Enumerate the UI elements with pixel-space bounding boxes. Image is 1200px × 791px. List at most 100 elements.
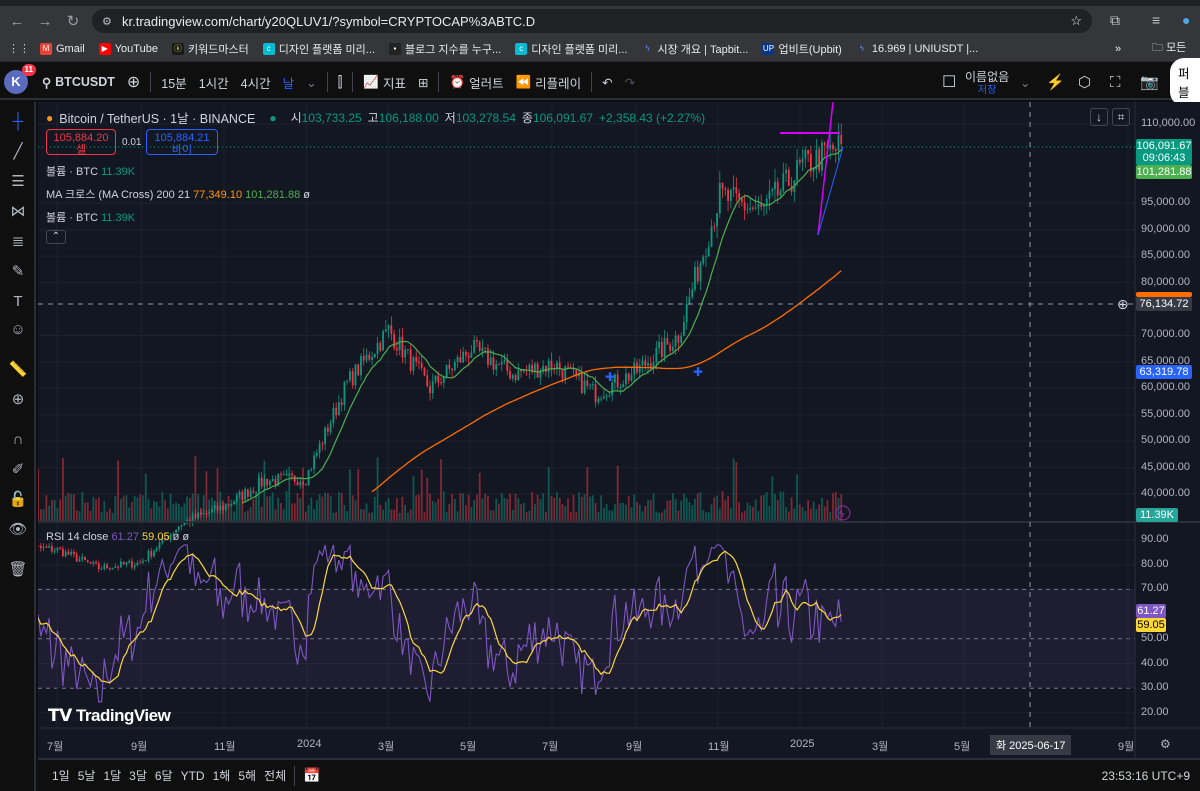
bookmark-blog[interactable]: ▪ 블로그 지수를 누구... <box>388 41 501 57</box>
volume-bar <box>409 509 412 521</box>
range-ytd[interactable]: YTD <box>180 768 205 783</box>
more-bookmarks[interactable]: » <box>1115 42 1122 55</box>
buy-button[interactable]: 105,884.21 바이 <box>146 129 218 156</box>
extensions-icon[interactable]: ⧉ <box>1110 12 1120 28</box>
axis-settings-icon[interactable]: ⚙ <box>1160 737 1171 751</box>
quick-search-icon[interactable]: ⚡ <box>1046 74 1065 91</box>
forward-icon[interactable]: → <box>37 12 53 30</box>
site-info-icon[interactable]: ⚙ <box>102 15 112 28</box>
interval-4h[interactable]: 4시간 <box>240 76 271 91</box>
bookmark-keyword[interactable]: ⓚ 키워드마스터 <box>171 42 249 56</box>
bookmark-design-1[interactable]: c 디자인 플랫폼 미리... <box>262 41 375 57</box>
candle-type-icon[interactable]: ⫿ <box>337 73 343 91</box>
layout-checkbox-icon[interactable]: ☐ <box>942 74 957 91</box>
clock[interactable]: 23:53:16 UTC+9 <box>1101 768 1190 783</box>
settings-icon[interactable]: ⬡ <box>1078 74 1092 91</box>
volume-bar <box>776 499 779 521</box>
time-tick: 7월 <box>542 741 559 753</box>
interval-1d[interactable]: 날 <box>282 76 295 91</box>
redo-icon[interactable]: ↷ <box>624 75 636 90</box>
trash-icon[interactable]: 🗑 <box>8 561 28 578</box>
range-all[interactable]: 전체 <box>264 769 287 783</box>
zoom-in-icon[interactable]: ⊕ <box>11 391 25 408</box>
lock-icon[interactable]: 🔓 <box>8 491 28 508</box>
volume-bar <box>774 493 776 521</box>
go-to-date-icon[interactable]: 📅 <box>303 767 321 783</box>
fib-icon[interactable]: ≣ <box>11 233 25 250</box>
replay-button[interactable]: ⏪ 리플레이 <box>515 74 582 91</box>
magnet-icon[interactable]: ∩ <box>12 431 24 448</box>
profile-icon[interactable]: ● <box>1182 12 1191 28</box>
horizontal-lines-icon[interactable]: ☰ <box>11 173 25 190</box>
indicators-button[interactable]: 📈 지표 <box>363 74 406 91</box>
range-5y[interactable]: 5해 <box>238 769 257 783</box>
sell-button[interactable]: 105,884.20 셀 <box>46 129 116 156</box>
volume2-legend[interactable]: 볼륨 · BTC 11.39K <box>46 209 705 225</box>
emoji-icon[interactable]: ☺ <box>10 321 26 338</box>
compare-symbol-button[interactable]: ⊕ <box>126 74 141 91</box>
symbol-title[interactable]: Bitcoin / TetherUS · 1날 · BINANCE <box>59 112 256 126</box>
range-3m[interactable]: 3달 <box>129 769 147 783</box>
flash-event-icon[interactable] <box>835 505 851 521</box>
range-1y[interactable]: 1해 <box>212 769 231 783</box>
range-5d[interactable]: 5날 <box>77 769 96 783</box>
lock-drawing-icon[interactable]: ✐ <box>11 461 25 478</box>
layout-dropdown-icon[interactable]: ⌄ <box>1020 75 1031 90</box>
interval-dropdown-icon[interactable]: ⌄ <box>306 75 317 90</box>
ma-cross-legend[interactable]: MA 크로스 (MA Cross) 200 21 77,349.10 101,2… <box>46 186 705 202</box>
trendline-icon[interactable]: ╱ <box>13 143 23 160</box>
bookmark-design-2[interactable]: c 디자인 플랫폼 미리... <box>515 41 627 57</box>
text-icon[interactable]: T <box>13 293 23 310</box>
bookmark-uniusdt[interactable]: ϟ 16.969 | UNIUSDT |... <box>859 42 979 55</box>
fullscreen-icon[interactable]: ⛶ <box>1110 73 1121 91</box>
maximize-pane-icon[interactable]: ⌗ <box>1112 108 1130 126</box>
add-alert-plus-icon[interactable]: ⊕ <box>1117 296 1129 312</box>
range-1d[interactable]: 1일 <box>52 769 70 783</box>
pitchfork-icon[interactable]: ⋈ <box>10 203 26 220</box>
publish-button[interactable]: 퍼블 <box>1170 58 1200 106</box>
other-bookmarks[interactable]: 🗀 모든 <box>1152 42 1187 54</box>
interval-1h[interactable]: 1시간 <box>198 76 229 91</box>
undo-icon[interactable]: ↶ <box>602 75 613 90</box>
volume-legend[interactable]: 볼륨 · BTC 11.39K <box>46 163 705 179</box>
range-1m[interactable]: 1달 <box>103 769 122 783</box>
volume-bar <box>525 512 528 521</box>
bookmark-gmail[interactable]: M Gmail <box>40 42 85 55</box>
crosshair-icon[interactable]: ┼ <box>12 113 24 130</box>
bookmark-youtube[interactable]: ▶ YouTube <box>98 42 158 55</box>
interval-15m[interactable]: 15분 <box>161 76 187 91</box>
back-icon[interactable]: ← <box>9 12 25 30</box>
symbol-search[interactable]: ⚲ BTCUSDT <box>42 75 115 90</box>
brush-icon[interactable]: ✎ <box>11 263 25 280</box>
ruler-icon[interactable]: 📏 <box>8 361 28 378</box>
chart-area[interactable]: ✚ ✚ ϟ <box>37 101 1200 758</box>
time-tick: 3월 <box>872 741 889 753</box>
snapshot-icon[interactable]: 📷 <box>1140 74 1159 91</box>
rsi-legend[interactable]: RSI 14 close 61.27 59.05 ø ø <box>46 531 189 543</box>
alert-button[interactable]: ⏰ 얼러트 <box>449 74 504 91</box>
eye-icon[interactable]: 👁 <box>8 521 28 538</box>
price-tick: 55,000.00 <box>1141 407 1190 420</box>
scroll-down-icon[interactable]: ↓ <box>1090 108 1108 126</box>
candle-body <box>774 181 776 190</box>
templates-icon[interactable]: ⊞ <box>418 75 429 90</box>
layout-name-button[interactable]: 이름없음 저장 <box>965 70 1010 96</box>
reading-list-icon[interactable]: ≡ <box>1152 12 1161 28</box>
bookmark-upbit[interactable]: UP 업비트(Upbit) <box>762 42 842 56</box>
bookmark-star-icon[interactable]: ☆ <box>1070 13 1082 28</box>
trendline-support[interactable] <box>817 146 844 236</box>
volume-bar <box>263 460 266 521</box>
trendline-rising[interactable] <box>817 101 834 236</box>
volume-bar <box>376 457 379 521</box>
candle-body <box>804 150 807 159</box>
price-chart[interactable]: ✚ ✚ ϟ <box>37 101 1200 758</box>
url-bar[interactable]: ⚙ kr.tradingview.com/chart/y20QLUV1/?sym… <box>92 9 1092 33</box>
candle-body <box>591 384 594 386</box>
bookmark-tapbit[interactable]: ϟ 시장 개요 | Tapbit... <box>645 43 749 56</box>
apps-icon[interactable]: ⋮⋮ <box>8 43 30 55</box>
avatar[interactable]: K 11 <box>4 64 36 94</box>
collapse-legend-button[interactable]: ⌃ <box>46 230 66 244</box>
reload-icon[interactable]: ↻ <box>66 13 80 30</box>
volume-bar <box>470 507 473 521</box>
range-6m[interactable]: 6달 <box>154 769 173 783</box>
